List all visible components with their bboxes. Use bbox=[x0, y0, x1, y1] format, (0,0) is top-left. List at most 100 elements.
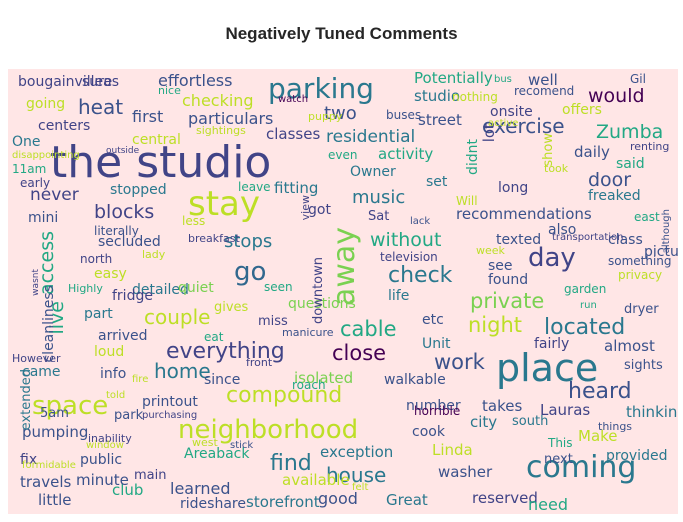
cloud-word: particulars bbox=[188, 109, 274, 128]
cloud-word: go bbox=[234, 257, 267, 287]
cloud-word: west bbox=[192, 436, 218, 449]
cloud-word: would bbox=[588, 85, 645, 107]
cloud-word: exception bbox=[320, 443, 394, 461]
cloud-word: Linda bbox=[432, 441, 473, 459]
cloud-word: part bbox=[84, 306, 113, 322]
cloud-word: printout bbox=[142, 394, 198, 410]
cloud-word: extended bbox=[19, 369, 34, 431]
cloud-word: Highly bbox=[68, 282, 103, 295]
cloud-word: info bbox=[100, 366, 127, 382]
cloud-word: Sat bbox=[368, 209, 390, 224]
cloud-word: parking bbox=[268, 72, 374, 105]
cloud-word: sights bbox=[624, 358, 663, 373]
cloud-word: recomend bbox=[514, 84, 575, 98]
cloud-word: miss bbox=[258, 314, 288, 329]
cloud-word: checking bbox=[182, 91, 254, 110]
cloud-word: Owner bbox=[350, 164, 396, 180]
cloud-word: main bbox=[134, 468, 167, 483]
cloud-word: fitting bbox=[274, 179, 319, 197]
cloud-word: provided bbox=[606, 448, 668, 464]
cloud-word: This bbox=[548, 436, 573, 450]
cloud-word: front bbox=[246, 356, 273, 369]
cloud-word: told bbox=[106, 390, 126, 401]
cloud-word: However bbox=[12, 352, 61, 365]
cloud-word: took bbox=[544, 162, 569, 175]
cloud-word: walkable bbox=[384, 372, 446, 388]
cloud-word: window bbox=[86, 440, 124, 451]
cloud-word: centers bbox=[38, 118, 91, 134]
cloud-word: said bbox=[616, 156, 645, 172]
cloud-word: etc bbox=[422, 312, 444, 328]
cloud-word: good bbox=[318, 489, 358, 508]
cloud-word: breakfast bbox=[188, 232, 240, 245]
cloud-word: mini bbox=[28, 210, 59, 226]
cloud-word: renting bbox=[630, 140, 670, 153]
cloud-word: residential bbox=[326, 127, 416, 147]
cloud-word: going bbox=[26, 96, 66, 112]
cloud-word: view bbox=[299, 195, 312, 221]
cloud-word: daily bbox=[574, 143, 610, 161]
cloud-word: things bbox=[598, 420, 633, 433]
cloud-word: night bbox=[468, 313, 523, 337]
cloud-word: lady bbox=[142, 248, 166, 261]
cloud-word: One bbox=[12, 134, 41, 150]
cloud-word: came bbox=[22, 364, 61, 380]
cloud-word: Great bbox=[386, 491, 428, 509]
cloud-word: heard bbox=[568, 379, 632, 404]
cloud-word: club bbox=[112, 481, 144, 499]
cloud-word: day bbox=[528, 243, 576, 273]
cloud-word: although bbox=[661, 209, 672, 254]
cloud-word: the studio bbox=[50, 137, 272, 188]
cloud-word: learned bbox=[170, 479, 231, 498]
cloud-word: stick bbox=[230, 440, 254, 451]
cloud-word: leave bbox=[238, 180, 271, 194]
cloud-word: see bbox=[488, 258, 513, 274]
cloud-word: lack bbox=[410, 216, 431, 227]
cloud-word: private bbox=[470, 289, 545, 313]
cloud-word: formidable bbox=[22, 460, 76, 471]
cloud-word: 11am bbox=[12, 162, 47, 176]
cloud-word: park bbox=[114, 408, 144, 423]
cloud-word: never bbox=[30, 185, 79, 205]
cloud-word: fix bbox=[20, 452, 38, 468]
cloud-word: long bbox=[498, 180, 529, 196]
cloud-word: classes bbox=[266, 125, 321, 143]
cloud-word: texted bbox=[496, 232, 542, 248]
cloud-word: takes bbox=[482, 397, 523, 415]
cloud-word: fire bbox=[132, 374, 149, 385]
cloud-word: buses bbox=[386, 108, 422, 122]
cloud-word: Will bbox=[456, 194, 478, 208]
cloud-word: pumping bbox=[22, 423, 89, 441]
cloud-word: eat bbox=[204, 330, 224, 344]
cloud-word: roach bbox=[292, 378, 326, 392]
cloud-word: pictured bbox=[644, 244, 678, 260]
cloud-word: seen bbox=[264, 280, 293, 294]
cloud-word: public bbox=[80, 452, 123, 468]
cloud-word: need bbox=[528, 495, 568, 514]
cloud-word: sure bbox=[82, 74, 113, 90]
cloud-word: onsite bbox=[490, 104, 533, 120]
cloud-word: cleanliness bbox=[41, 285, 57, 363]
cloud-word: reserved bbox=[472, 489, 538, 507]
cloud-word: effortless bbox=[158, 71, 233, 90]
cloud-word: music bbox=[352, 187, 406, 208]
cloud-word: freaked bbox=[588, 188, 641, 204]
cloud-word: early bbox=[20, 176, 51, 190]
cloud-word: manicure bbox=[282, 326, 334, 339]
cloud-word: available bbox=[282, 471, 350, 489]
cloud-word: Gil bbox=[630, 72, 646, 86]
cloud-word: minute bbox=[76, 471, 129, 489]
cloud-word: Unit bbox=[422, 336, 451, 352]
cloud-word: located bbox=[544, 315, 626, 340]
cloud-word: literally bbox=[94, 224, 139, 238]
cloud-word: life bbox=[388, 288, 410, 304]
cloud-word: Zumba bbox=[596, 121, 664, 143]
cloud-word: east bbox=[634, 210, 660, 224]
cloud-word: activity bbox=[378, 145, 434, 163]
cloud-word: cook bbox=[412, 424, 445, 440]
cloud-word: garden bbox=[564, 282, 607, 296]
cloud-word: thinking bbox=[626, 403, 678, 421]
cloud-word: arrived bbox=[98, 328, 148, 344]
cloud-word: also bbox=[548, 222, 577, 238]
cloud-word: Lauras bbox=[540, 401, 591, 419]
